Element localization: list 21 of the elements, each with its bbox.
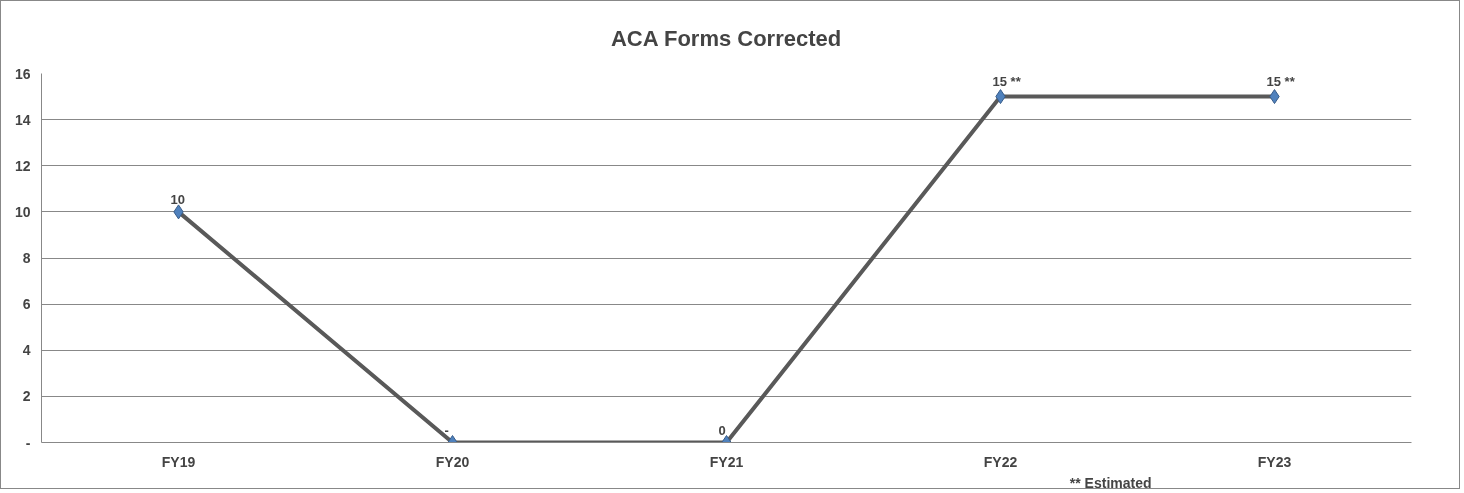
- x-tick-label: FY20: [435, 453, 470, 470]
- data-label: 15 **: [1266, 73, 1296, 89]
- y-tick-label: 14: [14, 111, 31, 128]
- y-tick-label: 10: [14, 203, 31, 220]
- y-tick-label: 2: [22, 388, 31, 405]
- y-tick-label: 12: [14, 157, 31, 174]
- data-label: 0: [718, 422, 726, 438]
- y-tick-label: 8: [22, 250, 31, 266]
- y-tick-label: 4: [22, 342, 31, 359]
- x-tick-label: FY23: [1257, 453, 1292, 470]
- x-tick-label: FY19: [161, 453, 196, 470]
- data-label: 10: [170, 191, 185, 207]
- data-label: -: [444, 422, 449, 438]
- data-label: 15 **: [992, 73, 1022, 89]
- x-tick-label: FY21: [709, 453, 744, 470]
- chart-title: ACA Forms Corrected: [610, 26, 842, 51]
- y-tick-label: 6: [22, 296, 31, 313]
- y-tick-label: 16: [14, 65, 31, 82]
- x-tick-label: FY22: [983, 453, 1018, 470]
- text: ** Estimated: [1069, 474, 1152, 491]
- y-tick-label: -: [25, 434, 31, 451]
